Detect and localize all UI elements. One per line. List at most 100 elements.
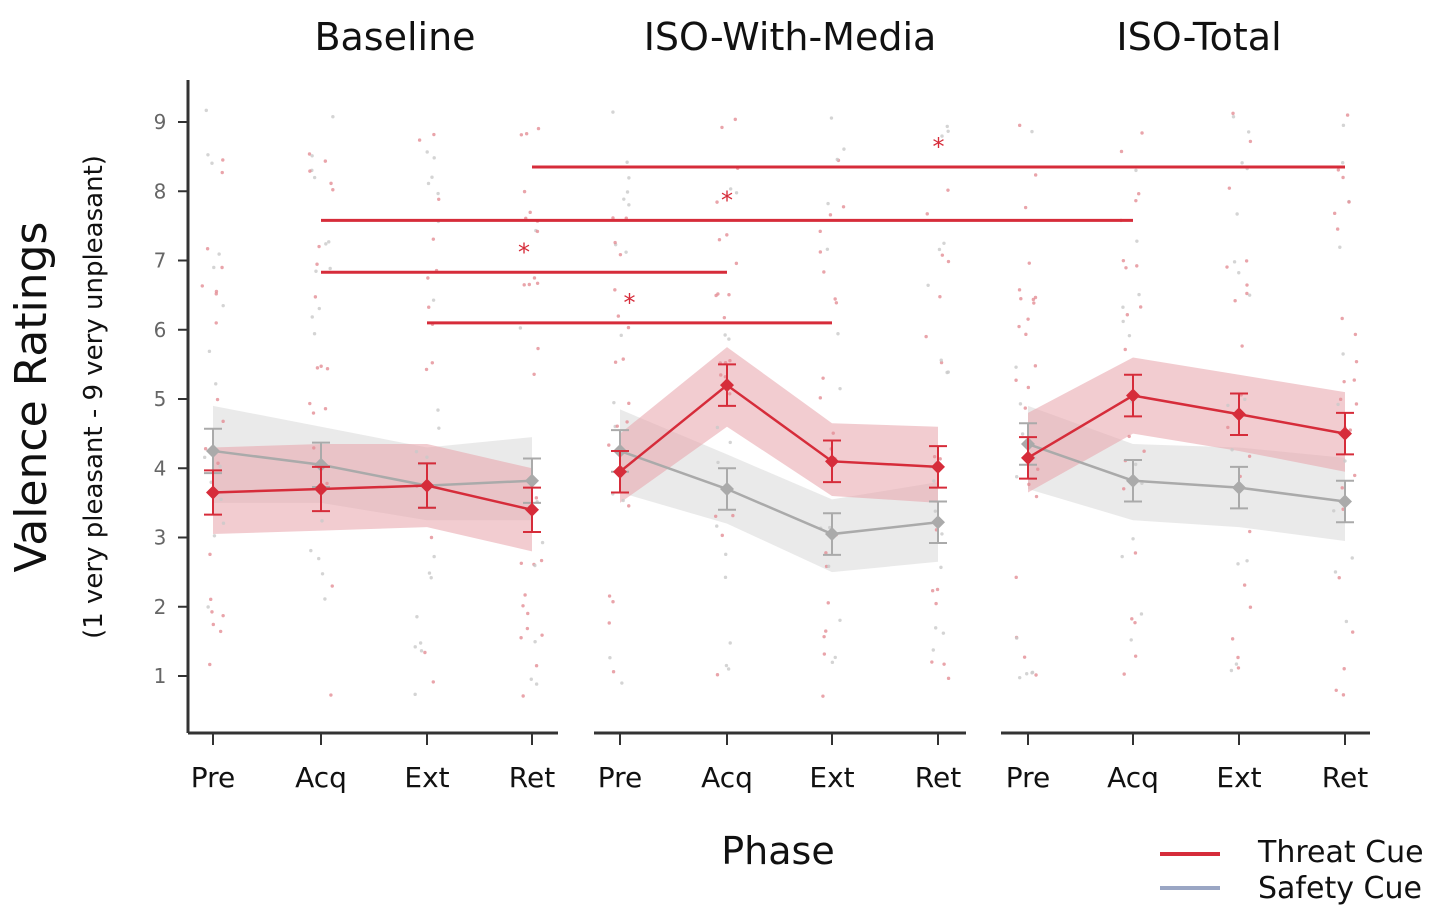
- jitter-point: [1017, 675, 1022, 680]
- jitter-point: [212, 265, 216, 270]
- jitter-point: [310, 154, 314, 158]
- jitter-point: [926, 283, 930, 287]
- jitter-point: [1133, 462, 1138, 467]
- jitter-point: [203, 447, 208, 451]
- jitter-point: [627, 401, 631, 406]
- jitter-point: [1139, 612, 1144, 616]
- jitter-point: [1350, 556, 1354, 560]
- jitter-point: [715, 425, 720, 430]
- jitter-point: [1135, 264, 1139, 268]
- jitter-point: [725, 233, 729, 237]
- jitter-point: [1236, 655, 1240, 660]
- jitter-point: [1342, 379, 1346, 384]
- jitter-point: [825, 247, 830, 251]
- jitter-point: [1129, 638, 1133, 642]
- jitter-point: [613, 240, 617, 245]
- jitter-point: [534, 682, 539, 686]
- jitter-point: [828, 525, 832, 530]
- jitter-point: [218, 629, 223, 634]
- jitter-point: [425, 150, 429, 154]
- jitter-point: [315, 366, 320, 370]
- jitter-point: [1237, 271, 1241, 275]
- jitter-point: [1353, 332, 1358, 337]
- jitter-point: [329, 693, 333, 697]
- jitter-point: [822, 652, 827, 656]
- jitter-point: [1248, 529, 1252, 534]
- threat-point: [1126, 388, 1140, 403]
- jitter-point: [937, 247, 942, 252]
- jitter-point: [206, 605, 210, 609]
- jitter-point: [1338, 245, 1342, 249]
- jitter-point: [1336, 168, 1341, 172]
- jitter-point: [310, 315, 314, 319]
- jitter-point: [942, 662, 946, 666]
- jitter-point: [1036, 467, 1040, 471]
- jitter-point: [824, 551, 828, 555]
- jitter-point: [1340, 161, 1345, 165]
- jitter-point: [1024, 672, 1029, 676]
- jitter-point: [1226, 425, 1230, 430]
- jitter-point: [532, 276, 537, 280]
- jitter-point: [1341, 123, 1346, 128]
- jitter-point: [317, 556, 321, 561]
- jitter-point: [1015, 475, 1019, 479]
- y-tick-label: 8: [154, 179, 167, 203]
- jitter-point: [1248, 139, 1253, 144]
- jitter-point: [218, 464, 222, 469]
- jitter-point: [933, 509, 938, 513]
- jitter-point: [221, 303, 225, 308]
- jitter-point: [323, 159, 328, 163]
- jitter-point: [1137, 192, 1141, 196]
- jitter-point: [1135, 239, 1139, 243]
- x-tick-label: Pre: [1006, 761, 1051, 794]
- jitter-points-layer: [200, 108, 1359, 698]
- jitter-point: [611, 110, 615, 114]
- jitter-point: [1127, 434, 1131, 439]
- jitter-point: [429, 535, 434, 540]
- safety-series-line: [619, 449, 939, 536]
- jitter-point: [1023, 205, 1028, 210]
- jitter-point: [519, 561, 524, 566]
- jitter-point: [728, 641, 732, 645]
- jitter-point: [1334, 688, 1338, 692]
- x-tick-label: Ret: [509, 761, 555, 794]
- jitter-point: [826, 601, 830, 605]
- jitter-point: [413, 692, 417, 697]
- jitter-point: [204, 108, 208, 113]
- jitter-point: [724, 552, 728, 557]
- jitter-point: [202, 455, 207, 460]
- jitter-point: [331, 188, 335, 192]
- jitter-point: [430, 175, 434, 179]
- jitter-point: [627, 504, 631, 508]
- jitter-point: [719, 373, 723, 377]
- jitter-point: [836, 332, 840, 336]
- jitter-point: [528, 210, 532, 215]
- jitter-point: [426, 181, 431, 186]
- jitter-point: [205, 247, 210, 251]
- jitter-point: [1127, 333, 1132, 338]
- jitter-point: [627, 203, 631, 207]
- jitter-point: [323, 407, 328, 411]
- jitter-point: [1243, 397, 1247, 402]
- jitter-point: [413, 645, 417, 649]
- jitter-point: [1119, 149, 1124, 154]
- jitter-point: [309, 548, 313, 553]
- jitter-point: [624, 250, 628, 254]
- jitter-point: [518, 326, 523, 330]
- jitter-point: [1236, 666, 1241, 670]
- jitter-point: [1023, 406, 1027, 410]
- threat-point: [931, 459, 945, 474]
- x-tick-label: Ret: [915, 761, 961, 794]
- jitter-point: [1240, 161, 1244, 165]
- jitter-point: [1247, 454, 1252, 459]
- jitter-point: [1134, 198, 1138, 203]
- y-tick-label: 7: [154, 249, 167, 273]
- jitter-point: [1137, 292, 1141, 297]
- jitter-point: [429, 576, 433, 580]
- jitter-point: [527, 282, 532, 287]
- jitter-point: [1232, 260, 1237, 264]
- y-axis-sublabel: (1 very pleasant - 9 very unpleasant): [79, 155, 109, 639]
- jitter-point: [1017, 324, 1021, 329]
- threat-ribbon: [1028, 357, 1345, 493]
- significance-star: *: [721, 186, 733, 214]
